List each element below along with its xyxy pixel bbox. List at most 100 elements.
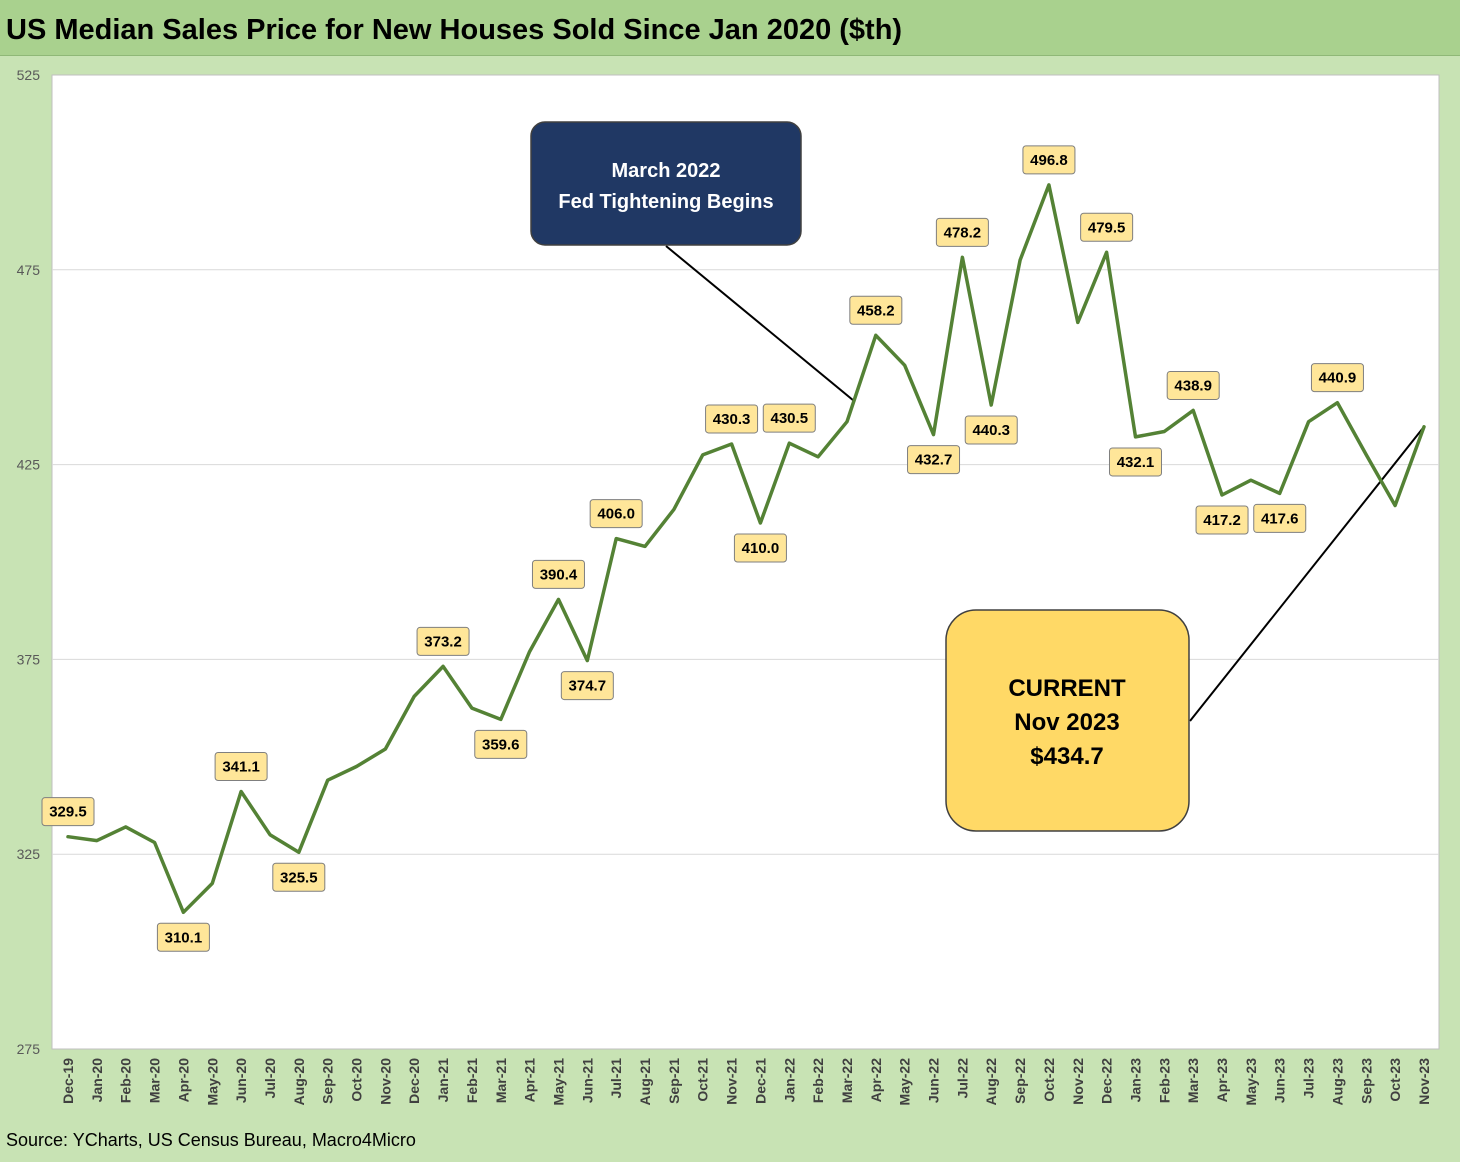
data-label-text: 310.1 xyxy=(165,929,203,946)
data-point xyxy=(1018,258,1022,262)
x-tick-label: Jul-22 xyxy=(954,1058,970,1099)
data-point xyxy=(585,659,589,663)
data-label-box xyxy=(474,729,528,759)
data-point xyxy=(1133,435,1137,439)
data-label-text: 479.5 xyxy=(1088,219,1126,236)
data-label-text: 390.4 xyxy=(540,566,578,583)
callout-text: March 2022 xyxy=(612,160,721,182)
x-tick-label: Aug-20 xyxy=(291,1058,307,1106)
x-tick-label: Apr-23 xyxy=(1214,1058,1230,1103)
data-point xyxy=(989,403,993,407)
data-point xyxy=(1220,493,1224,497)
data-point xyxy=(1335,401,1339,405)
x-tick-label: Jan-23 xyxy=(1127,1058,1143,1103)
x-tick-label: Dec-19 xyxy=(60,1058,76,1104)
data-label: 430.3 xyxy=(705,404,759,434)
data-point xyxy=(441,664,445,668)
data-label: 432.7 xyxy=(907,445,961,475)
data-point xyxy=(355,765,359,769)
data-label: 438.9 xyxy=(1166,370,1220,400)
x-tick-label: Feb-21 xyxy=(464,1058,480,1103)
data-label-text: 417.6 xyxy=(1261,510,1299,527)
y-tick-label: 475 xyxy=(17,262,41,278)
data-label-box xyxy=(1080,212,1134,242)
data-label-box xyxy=(156,922,210,952)
callout-connector xyxy=(665,245,856,403)
data-label: 359.6 xyxy=(474,729,528,759)
data-label-text: 329.5 xyxy=(49,804,87,821)
x-tick-label: Nov-23 xyxy=(1416,1058,1432,1105)
x-tick-label: Jul-20 xyxy=(262,1058,278,1099)
x-tick-label: Oct-23 xyxy=(1387,1058,1403,1102)
x-tick-label: Mar-22 xyxy=(839,1058,855,1103)
data-label: 410.0 xyxy=(733,533,787,563)
x-tick-label: Feb-20 xyxy=(118,1058,134,1103)
data-point xyxy=(383,747,387,751)
data-label: 374.7 xyxy=(560,671,614,701)
data-point xyxy=(1047,183,1051,187)
data-label-box xyxy=(416,626,470,656)
data-point xyxy=(1191,408,1195,412)
x-tick-label: Jun-22 xyxy=(926,1058,942,1103)
data-label: 310.1 xyxy=(156,922,210,952)
x-tick-label: Mar-23 xyxy=(1185,1058,1201,1103)
data-point xyxy=(95,839,99,843)
x-tick-label: Dec-21 xyxy=(752,1058,768,1104)
data-label: 478.2 xyxy=(935,217,989,247)
data-label: 440.9 xyxy=(1310,363,1364,393)
data-point xyxy=(903,363,907,367)
y-tick-label: 325 xyxy=(17,846,41,862)
data-label: 390.4 xyxy=(531,559,585,589)
callout-connector xyxy=(1189,426,1425,722)
data-point xyxy=(960,255,964,259)
data-label-box xyxy=(1195,505,1249,535)
data-label-text: 359.6 xyxy=(482,736,520,753)
x-tick-label: Sep-21 xyxy=(666,1058,682,1104)
data-point xyxy=(153,841,157,845)
data-point xyxy=(672,507,676,511)
x-tick-label: Feb-23 xyxy=(1156,1058,1172,1103)
data-label-text: 406.0 xyxy=(597,506,635,523)
data-label-text: 325.5 xyxy=(280,869,318,886)
callout-text: Nov 2023 xyxy=(1014,709,1119,736)
y-tick-label: 525 xyxy=(17,67,41,83)
data-point xyxy=(1162,429,1166,433)
data-label-text: 430.5 xyxy=(771,410,809,427)
data-label-text: 440.3 xyxy=(972,422,1010,439)
x-tick-label: Dec-20 xyxy=(406,1058,422,1104)
x-tick-label: Oct-22 xyxy=(1041,1058,1057,1102)
data-label-box xyxy=(1253,503,1307,533)
x-tick-label: Oct-20 xyxy=(349,1058,365,1102)
x-tick-label: May-20 xyxy=(204,1058,220,1106)
data-label-box xyxy=(935,217,989,247)
data-label-box xyxy=(1022,145,1076,175)
data-label: 329.5 xyxy=(41,797,95,827)
data-point xyxy=(239,789,243,793)
callout-fed-tightening: March 2022 Fed Tightening Begins xyxy=(530,121,802,246)
data-label: 341.1 xyxy=(214,751,268,781)
data-label-box xyxy=(560,671,614,701)
x-tick-label: Sep-22 xyxy=(1012,1058,1028,1104)
data-label-box xyxy=(733,533,787,563)
data-label-box xyxy=(272,862,326,892)
data-label: 430.5 xyxy=(762,403,816,433)
x-tick-label: Jan-21 xyxy=(435,1058,451,1103)
data-label-text: 496.8 xyxy=(1030,152,1068,169)
callout-text: Fed Tightening Begins xyxy=(558,191,773,213)
callout-box xyxy=(945,609,1190,832)
data-point xyxy=(758,521,762,525)
chart-title: US Median Sales Price for New Houses Sol… xyxy=(6,14,903,46)
x-tick-label: Jul-21 xyxy=(608,1058,624,1099)
data-point xyxy=(499,717,503,721)
callout-text: $434.7 xyxy=(1030,743,1103,770)
data-label: 496.8 xyxy=(1022,145,1076,175)
callout-text: CURRENT xyxy=(1008,675,1126,702)
data-point xyxy=(1076,320,1080,324)
data-label: 417.2 xyxy=(1195,505,1249,535)
x-tick-label: Jul-23 xyxy=(1301,1058,1317,1099)
data-label-box xyxy=(1310,363,1364,393)
data-point xyxy=(932,433,936,437)
data-point xyxy=(1307,420,1311,424)
data-label-box xyxy=(589,499,643,529)
